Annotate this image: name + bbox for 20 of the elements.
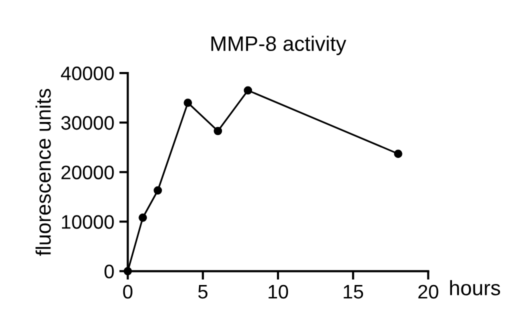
y-tick-label: 10000 — [62, 215, 114, 229]
y-axis-title: fluorescence units — [36, 88, 51, 256]
point — [244, 86, 252, 95]
y-tick-label: 0 — [104, 264, 114, 278]
y-tick-label: 20000 — [61, 166, 114, 180]
x-tick-label: 0 — [123, 284, 132, 299]
point — [154, 186, 162, 195]
point — [124, 266, 132, 276]
chart-title: MMP-8 activity — [211, 36, 346, 56]
point — [214, 126, 222, 136]
point — [184, 98, 192, 107]
x-tick-label: 15 — [344, 285, 364, 299]
x-tick-label: 5 — [198, 285, 208, 299]
point — [138, 213, 147, 222]
point — [394, 150, 402, 158]
x-tick-label: 20 — [418, 284, 438, 299]
y-tick-label: 30000 — [61, 116, 114, 130]
y-tick-label: 40000 — [60, 66, 114, 80]
x-tick-label: 10 — [268, 284, 288, 299]
x-axis-title: hours — [450, 280, 500, 296]
